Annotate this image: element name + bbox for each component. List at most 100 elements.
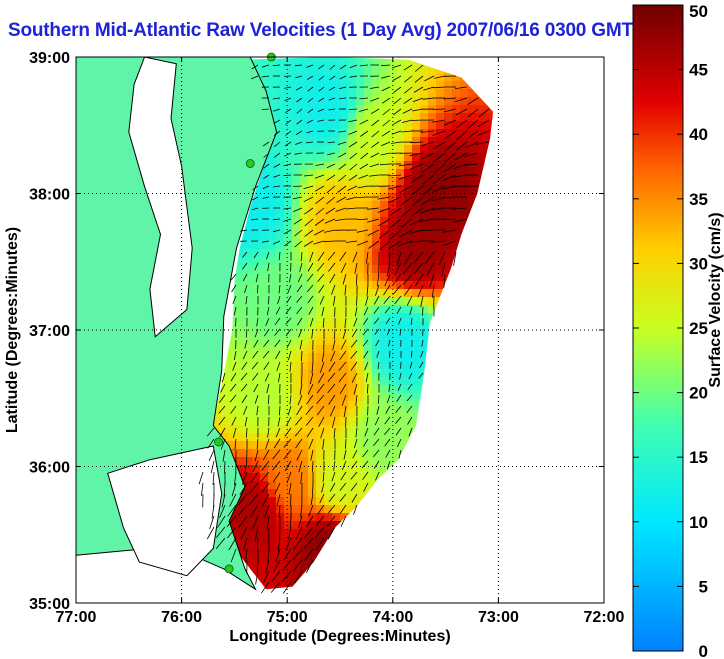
velocity-cell <box>300 353 309 362</box>
velocity-cell <box>364 481 373 490</box>
velocity-cell <box>316 521 325 530</box>
velocity-arrow <box>333 295 336 306</box>
velocity-cell <box>284 265 293 274</box>
velocity-arrow <box>314 174 325 179</box>
velocity-cell <box>364 233 373 242</box>
velocity-cell <box>404 313 413 322</box>
velocity-cell <box>236 345 245 354</box>
velocity-arrow <box>425 251 435 264</box>
velocity-cell <box>372 281 381 290</box>
velocity-arrow <box>307 97 314 103</box>
velocity-cell <box>292 537 301 546</box>
velocity-arrow <box>306 75 314 80</box>
velocity-arrow <box>433 174 446 184</box>
velocity-cell <box>308 377 317 386</box>
velocity-cell <box>308 209 317 218</box>
velocity-cell <box>388 385 397 394</box>
velocity-cell <box>372 457 381 466</box>
velocity-cell <box>292 417 301 426</box>
velocity-cell <box>284 209 293 218</box>
velocity-arrow <box>307 108 314 114</box>
velocity-cell <box>396 57 405 66</box>
velocity-arrow <box>442 240 457 247</box>
velocity-cell <box>236 393 245 402</box>
velocity-arrow <box>318 64 325 70</box>
velocity-cell <box>404 265 413 274</box>
velocity-cell <box>220 393 229 402</box>
velocity-cell <box>260 457 269 466</box>
velocity-cell <box>300 281 309 290</box>
velocity-cell <box>340 81 349 90</box>
velocity-cell <box>308 305 317 314</box>
velocity-cell <box>292 305 301 314</box>
velocity-cell <box>284 577 293 586</box>
velocity-arrow <box>272 97 281 100</box>
velocity-cell <box>484 137 493 146</box>
velocity-arrow <box>326 163 336 169</box>
velocity-cell <box>412 193 421 202</box>
velocity-cell <box>420 273 429 282</box>
velocity-cell <box>228 377 237 386</box>
velocity-cell <box>260 241 269 250</box>
velocity-cell <box>316 473 325 482</box>
velocity-cell <box>292 473 301 482</box>
velocity-cell <box>468 105 477 114</box>
velocity-cell <box>260 361 269 370</box>
velocity-cell <box>276 153 285 162</box>
velocity-cell <box>380 161 389 170</box>
velocity-arrow <box>412 97 424 103</box>
velocity-cell <box>268 433 277 442</box>
velocity-cell <box>348 161 357 170</box>
velocity-cell <box>388 169 397 178</box>
velocity-cell <box>316 537 325 546</box>
velocity-cell <box>276 321 285 330</box>
velocity-cell <box>276 449 285 458</box>
velocity-cell <box>388 457 397 466</box>
velocity-arrow <box>475 141 490 145</box>
velocity-cell <box>356 425 365 434</box>
velocity-cell <box>452 73 461 82</box>
velocity-cell <box>340 329 349 338</box>
velocity-cell <box>300 265 309 274</box>
velocity-arrow <box>410 207 424 217</box>
velocity-cell <box>332 217 341 226</box>
velocity-arrow <box>313 240 325 245</box>
velocity-arrow <box>432 108 446 110</box>
velocity-cell <box>292 161 301 170</box>
velocity-cell <box>260 281 269 290</box>
velocity-cell <box>292 201 301 210</box>
velocity-arrow <box>357 240 369 246</box>
velocity-cell <box>332 249 341 258</box>
velocity-cell <box>244 321 253 330</box>
velocity-cell <box>268 513 277 522</box>
velocity-cell <box>300 401 309 410</box>
velocity-cell <box>412 129 421 138</box>
velocity-arrow <box>348 174 358 181</box>
velocity-cell <box>380 257 389 266</box>
velocity-cell <box>476 97 485 106</box>
velocity-arrow <box>303 185 314 190</box>
velocity-cell <box>220 417 229 426</box>
velocity-cell <box>276 73 285 82</box>
velocity-cell <box>316 513 325 522</box>
velocity-cell <box>300 313 309 322</box>
velocity-cell <box>244 249 253 258</box>
velocity-cell <box>236 353 245 362</box>
velocity-cell <box>268 73 277 82</box>
velocity-cell <box>412 249 421 258</box>
velocity-cell <box>228 345 237 354</box>
velocity-cell <box>292 345 301 354</box>
velocity-cell <box>244 481 253 490</box>
velocity-cell <box>260 65 269 74</box>
velocity-cell <box>324 425 333 434</box>
velocity-cell <box>356 129 365 138</box>
velocity-cell <box>308 121 317 130</box>
velocity-cell <box>420 257 429 266</box>
velocity-cell <box>412 241 421 250</box>
velocity-cell <box>364 345 373 354</box>
velocity-cell <box>364 473 373 482</box>
velocity-cell <box>228 417 237 426</box>
velocity-arrow <box>273 240 281 245</box>
velocity-cell <box>252 561 261 570</box>
velocity-cell <box>276 297 285 306</box>
